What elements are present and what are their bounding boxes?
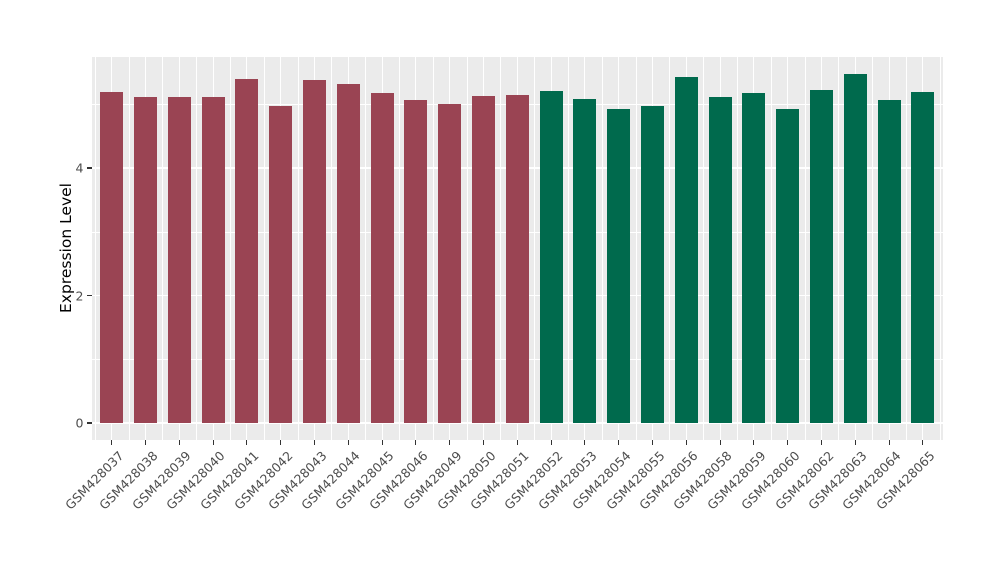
x-tick-mark	[516, 440, 518, 445]
x-tick-mark	[854, 440, 856, 445]
bar-GSM428062	[809, 89, 834, 423]
x-tick-mark	[178, 440, 180, 445]
bar-GSM428049	[438, 103, 462, 423]
bar-GSM428054	[607, 108, 631, 423]
bar-GSM428043	[302, 80, 327, 423]
y-tick-mark	[86, 167, 92, 169]
y-tick-label: 4	[75, 160, 84, 176]
minor-gridline-vertical	[297, 57, 299, 440]
x-tick-mark	[280, 440, 282, 445]
x-tick-mark	[144, 440, 147, 445]
bar-GSM428037	[100, 91, 124, 423]
bar-GSM428050	[471, 95, 496, 423]
minor-gridline-vertical	[466, 57, 468, 440]
bar-GSM428056	[674, 76, 698, 423]
bar-GSM428039	[167, 96, 191, 423]
bar-GSM428040	[201, 96, 225, 423]
minor-gridline-vertical	[162, 57, 164, 440]
minor-gridline-vertical	[128, 57, 130, 440]
minor-gridline-vertical	[804, 57, 806, 440]
x-tick-mark	[449, 440, 451, 445]
y-tick-label: 2	[75, 288, 84, 303]
y-tick-mark	[86, 422, 92, 424]
x-tick-mark	[888, 440, 890, 445]
minor-gridline-vertical	[399, 57, 400, 440]
minor-gridline-vertical	[770, 57, 772, 440]
x-tick-mark	[212, 440, 214, 445]
x-tick-mark	[753, 440, 755, 445]
x-tick-mark	[313, 440, 316, 445]
x-tick-mark	[550, 440, 552, 445]
minor-gridline-vertical	[331, 57, 333, 440]
bar-GSM428038	[133, 96, 158, 423]
x-tick-mark	[787, 440, 789, 445]
bar-GSM428042	[269, 105, 293, 423]
minor-gridline-vertical	[365, 57, 367, 440]
minor-gridline-vertical	[939, 57, 941, 440]
minor-gridline-vertical	[906, 57, 907, 440]
bar-GSM428052	[539, 90, 563, 423]
x-tick-mark	[820, 440, 823, 445]
bar-GSM428060	[776, 108, 800, 423]
minor-gridline-vertical	[500, 57, 502, 440]
bar-GSM428045	[370, 93, 394, 423]
minor-gridline-vertical	[703, 57, 705, 440]
x-tick-mark	[246, 440, 248, 445]
x-tick-mark	[685, 440, 687, 445]
bar-GSM428053	[573, 99, 597, 423]
bar-GSM428051	[505, 94, 529, 423]
bar-GSM428058	[708, 97, 732, 423]
minor-gridline-vertical	[534, 57, 536, 440]
x-tick-mark	[719, 440, 721, 445]
bar-GSM428059	[742, 93, 766, 423]
bar-GSM428065	[911, 92, 935, 423]
minor-gridline-vertical	[601, 57, 603, 440]
x-tick-mark	[482, 440, 485, 445]
plot-panel	[92, 57, 943, 440]
minor-gridline-vertical	[737, 57, 738, 440]
minor-gridline-vertical	[838, 57, 840, 440]
x-tick-mark	[922, 440, 924, 445]
y-tick-mark	[86, 294, 92, 297]
x-tick-mark	[415, 440, 417, 445]
x-tick-mark	[111, 440, 113, 445]
bar-GSM428055	[640, 106, 665, 423]
minor-gridline-vertical	[872, 57, 874, 440]
x-tick-mark	[618, 440, 620, 445]
minor-gridline-vertical	[263, 57, 265, 440]
bar-GSM428046	[404, 99, 428, 423]
minor-gridline-vertical	[196, 57, 198, 440]
x-tick-mark	[347, 440, 349, 445]
minor-gridline-vertical	[230, 57, 231, 440]
bar-GSM428041	[235, 78, 259, 423]
x-tick-mark	[651, 440, 654, 445]
minor-gridline-vertical	[568, 57, 569, 440]
x-tick-mark	[584, 440, 586, 445]
minor-gridline-vertical	[635, 57, 637, 440]
x-tick-mark	[381, 440, 383, 445]
bar-GSM428063	[843, 74, 867, 423]
y-tick-label: 0	[75, 415, 84, 431]
bar-GSM428044	[336, 83, 360, 423]
minor-gridline-vertical	[432, 57, 434, 440]
bar-GSM428064	[877, 100, 901, 423]
minor-gridline-vertical	[94, 57, 96, 440]
minor-gridline-vertical	[669, 57, 671, 440]
